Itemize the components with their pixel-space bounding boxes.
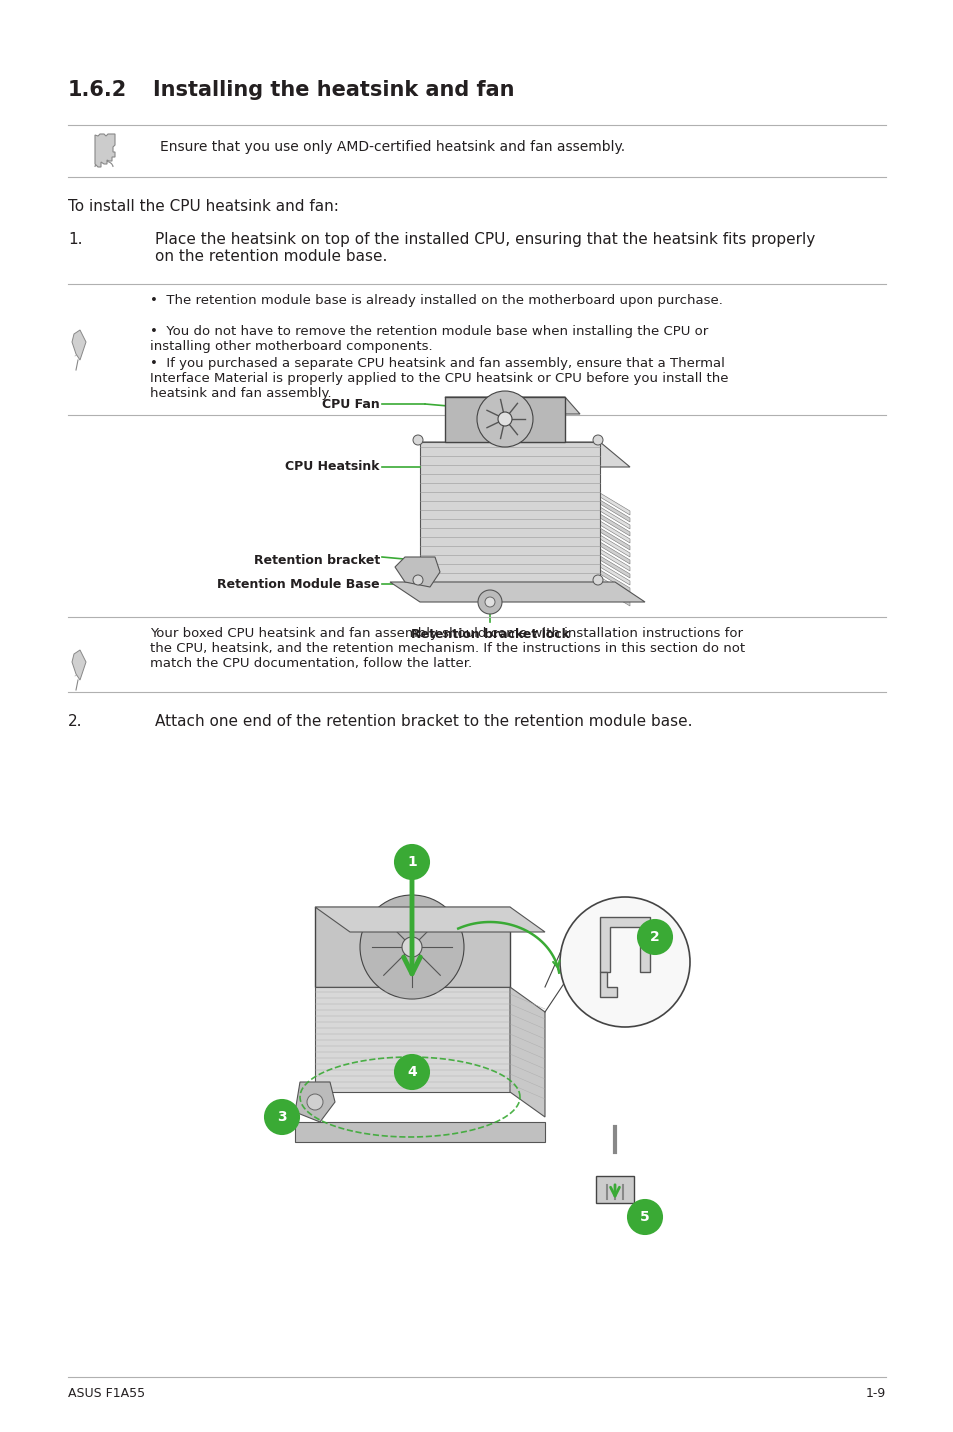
Polygon shape	[510, 987, 544, 1117]
Polygon shape	[599, 563, 629, 586]
Polygon shape	[599, 548, 629, 571]
Polygon shape	[95, 135, 115, 168]
Polygon shape	[314, 906, 544, 932]
Circle shape	[593, 435, 602, 445]
Polygon shape	[599, 577, 629, 599]
Circle shape	[401, 937, 421, 957]
Text: Retention bracket: Retention bracket	[253, 554, 379, 567]
Polygon shape	[599, 493, 629, 516]
Polygon shape	[599, 514, 629, 536]
Text: 1.: 1.	[68, 232, 82, 246]
Text: Ensure that you use only AMD-certified heatsink and fan assembly.: Ensure that you use only AMD-certified h…	[160, 140, 624, 155]
Circle shape	[484, 597, 495, 607]
Polygon shape	[599, 500, 629, 523]
Polygon shape	[599, 541, 629, 564]
FancyBboxPatch shape	[596, 1176, 634, 1203]
Text: 2.: 2.	[68, 715, 82, 729]
Circle shape	[395, 1055, 429, 1088]
Text: Installing the heatsink and fan: Installing the heatsink and fan	[152, 80, 514, 100]
Circle shape	[593, 576, 602, 586]
Polygon shape	[71, 650, 86, 680]
Text: Your boxed CPU heatsink and fan assembly should come with installation instructi: Your boxed CPU heatsink and fan assembly…	[150, 627, 744, 670]
Polygon shape	[599, 536, 629, 557]
Text: 5: 5	[639, 1210, 649, 1224]
Text: •  The retention module base is already installed on the motherboard upon purcha: • The retention module base is already i…	[150, 294, 722, 306]
Circle shape	[413, 435, 422, 445]
Circle shape	[627, 1200, 661, 1234]
Polygon shape	[599, 584, 629, 606]
Polygon shape	[599, 556, 629, 579]
Polygon shape	[599, 916, 649, 972]
Circle shape	[307, 1094, 323, 1110]
Text: •  If you purchased a separate CPU heatsink and fan assembly, ensure that a Ther: • If you purchased a separate CPU heatsi…	[150, 357, 728, 400]
Polygon shape	[395, 557, 439, 587]
Polygon shape	[444, 397, 564, 442]
Circle shape	[497, 412, 512, 425]
Circle shape	[559, 896, 689, 1027]
Circle shape	[476, 391, 533, 447]
Circle shape	[477, 590, 501, 614]
Text: Retention bracket lock: Retention bracket lock	[410, 629, 569, 642]
Polygon shape	[599, 972, 617, 997]
Polygon shape	[599, 521, 629, 543]
Circle shape	[359, 895, 463, 1000]
Text: ASUS F1A55: ASUS F1A55	[68, 1388, 145, 1400]
Polygon shape	[419, 442, 629, 467]
Text: To install the CPU heatsink and fan:: To install the CPU heatsink and fan:	[68, 199, 338, 213]
Text: Place the heatsink on top of the installed CPU, ensuring that the heatsink fits : Place the heatsink on top of the install…	[154, 232, 815, 265]
Polygon shape	[599, 528, 629, 550]
Polygon shape	[419, 442, 599, 581]
Circle shape	[395, 845, 429, 879]
Text: Attach one end of the retention bracket to the retention module base.: Attach one end of the retention bracket …	[154, 715, 692, 729]
Text: 1-9: 1-9	[864, 1388, 885, 1400]
Polygon shape	[444, 397, 579, 414]
Text: CPU Heatsink: CPU Heatsink	[285, 461, 379, 474]
Polygon shape	[314, 906, 510, 987]
Circle shape	[265, 1100, 298, 1134]
Polygon shape	[314, 987, 510, 1093]
Text: CPU Fan: CPU Fan	[322, 398, 379, 411]
Polygon shape	[599, 507, 629, 528]
Polygon shape	[294, 1083, 335, 1123]
Text: 3: 3	[277, 1110, 287, 1124]
Text: 2: 2	[649, 929, 659, 944]
Circle shape	[413, 576, 422, 586]
Text: 1: 1	[407, 855, 416, 869]
Polygon shape	[294, 1123, 544, 1141]
Polygon shape	[71, 329, 86, 359]
Polygon shape	[599, 570, 629, 591]
Text: 4: 4	[407, 1065, 416, 1078]
Text: Retention Module Base: Retention Module Base	[217, 577, 379, 590]
Circle shape	[638, 919, 671, 954]
Text: 1.6.2: 1.6.2	[68, 80, 127, 100]
Polygon shape	[390, 581, 644, 601]
Text: •  You do not have to remove the retention module base when installing the CPU o: • You do not have to remove the retentio…	[150, 325, 707, 354]
